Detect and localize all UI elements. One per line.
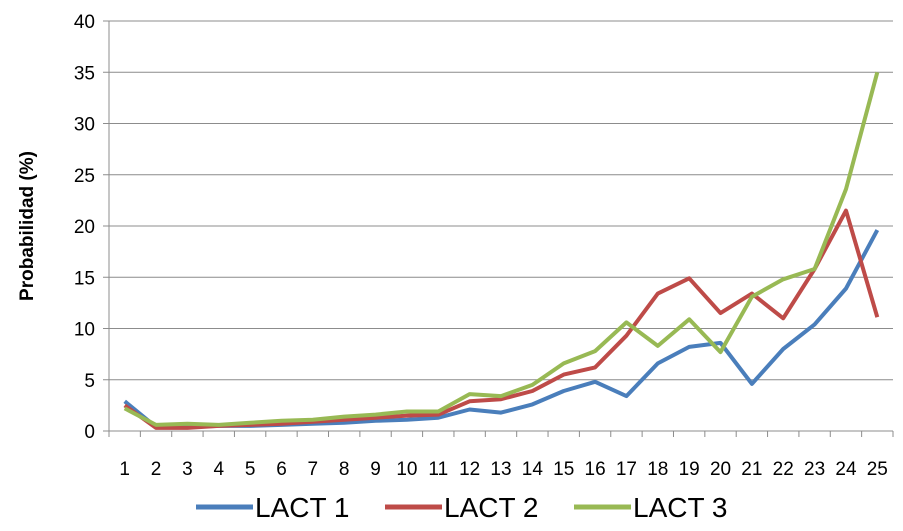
y-tick-label: 10	[74, 320, 95, 341]
legend-label-lact-1: LACT 1	[255, 492, 349, 523]
x-tick-label: 5	[245, 459, 256, 480]
y-tick-label: 30	[74, 115, 95, 136]
x-tick-label: 16	[585, 459, 606, 480]
axes	[103, 20, 894, 437]
x-tick-label: 20	[710, 459, 731, 480]
y-tick-label: 35	[74, 63, 95, 84]
x-tick-label: 17	[616, 459, 637, 480]
legend: LACT 1 LACT 2 LACT 3	[196, 492, 727, 523]
x-tick-label: 14	[522, 459, 544, 480]
x-tick-label: 12	[459, 459, 480, 480]
y-tick-label: 0	[84, 422, 95, 443]
legend-label-lact-3: LACT 3	[633, 492, 727, 523]
x-tick-label: 11	[428, 459, 448, 480]
x-tick-label: 1	[119, 459, 130, 480]
x-tick-label: 24	[835, 459, 857, 480]
legend-label-lact-2: LACT 2	[444, 492, 538, 523]
y-tick-label: 25	[74, 166, 95, 187]
y-tick-labels: 0 5 10 15 20 25 30 35 40	[74, 12, 95, 443]
series-lines	[123, 71, 880, 430]
x-tick-label: 22	[773, 459, 794, 480]
y-tick-label: 15	[74, 268, 95, 289]
y-tick-label: 20	[74, 217, 95, 238]
x-tick-label: 21	[741, 459, 762, 480]
y-axis-title: Probabilidad (%)	[17, 151, 38, 301]
x-tick-label: 10	[396, 459, 417, 480]
y-tick-label: 40	[74, 12, 95, 33]
x-tick-label: 15	[553, 459, 574, 480]
x-tick-label: 8	[339, 459, 350, 480]
series-line-lact-3	[123, 71, 880, 427]
x-tick-label: 19	[679, 459, 700, 480]
y-tick-label: 5	[84, 371, 95, 392]
x-tick-label: 3	[182, 459, 193, 480]
x-tick-label: 2	[151, 459, 162, 480]
x-tick-label: 25	[867, 459, 888, 480]
x-tick-labels: 1 2 3 4 5 6 7 8 9 10 11 12 13 14 15 16 17 18 19 20 21 22 23 24 2…	[119, 459, 887, 480]
gridlines	[109, 20, 893, 381]
x-tick-label: 4	[213, 459, 224, 480]
series-line-lact-2	[123, 208, 880, 430]
x-tick-label: 23	[804, 459, 825, 480]
x-tick-label: 6	[276, 459, 287, 480]
x-tick-label: 18	[647, 459, 668, 480]
x-tick-label: 7	[308, 459, 319, 480]
x-tick-label: 9	[370, 459, 381, 480]
x-tick-label: 13	[490, 459, 511, 480]
